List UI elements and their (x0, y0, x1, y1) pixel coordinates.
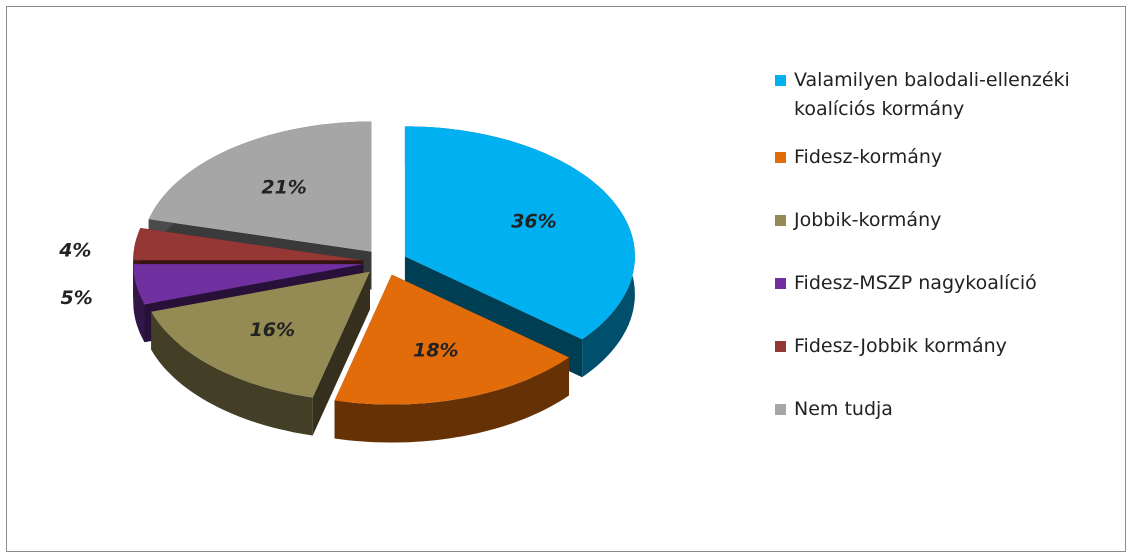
slice (334, 274, 569, 443)
legend-swatch (775, 341, 786, 352)
legend-swatch (775, 278, 786, 289)
slice-side (334, 357, 569, 443)
chart-frame (6, 6, 1126, 552)
slice (334, 274, 569, 405)
slice (404, 126, 635, 340)
legend-item: Jobbik-kormány (775, 206, 1120, 235)
slice (133, 228, 364, 261)
slice (133, 264, 364, 305)
legend-item: Fidesz-Jobbik kormány (775, 332, 1120, 361)
data-label: 18% (413, 340, 458, 362)
legend-swatch (775, 215, 786, 226)
legend-label: Valamilyen balodali-ellenzéki koalíciós … (794, 69, 1070, 120)
legend-item: Nem tudja (775, 395, 1120, 424)
slice-side (151, 311, 313, 436)
slice (151, 271, 370, 436)
slice (148, 121, 372, 252)
legend-label: Fidesz-MSZP nagykoalíció (794, 272, 1037, 294)
legend-item: Fidesz-kormány (775, 143, 1120, 172)
legend-label: Fidesz-kormány (794, 146, 943, 168)
legend-label: Nem tudja (794, 398, 893, 420)
legend-swatch (775, 75, 786, 86)
legend-label: Jobbik-kormány (794, 209, 942, 231)
legend-swatch (775, 404, 786, 415)
legend-swatch (775, 152, 786, 163)
legend-item: Valamilyen balodali-ellenzéki koalíciós … (775, 66, 1120, 124)
data-label: 21% (261, 176, 306, 198)
data-label: 4% (58, 239, 91, 261)
legend-label: Fidesz-Jobbik kormány (794, 335, 1007, 357)
data-label: 16% (250, 319, 295, 341)
data-label: 5% (61, 287, 93, 309)
slice (151, 271, 370, 398)
slice-wall (312, 271, 370, 436)
data-label: 36% (511, 211, 556, 233)
slice-side (133, 264, 145, 343)
legend-item: Fidesz-MSZP nagykoalíció (775, 269, 1120, 298)
